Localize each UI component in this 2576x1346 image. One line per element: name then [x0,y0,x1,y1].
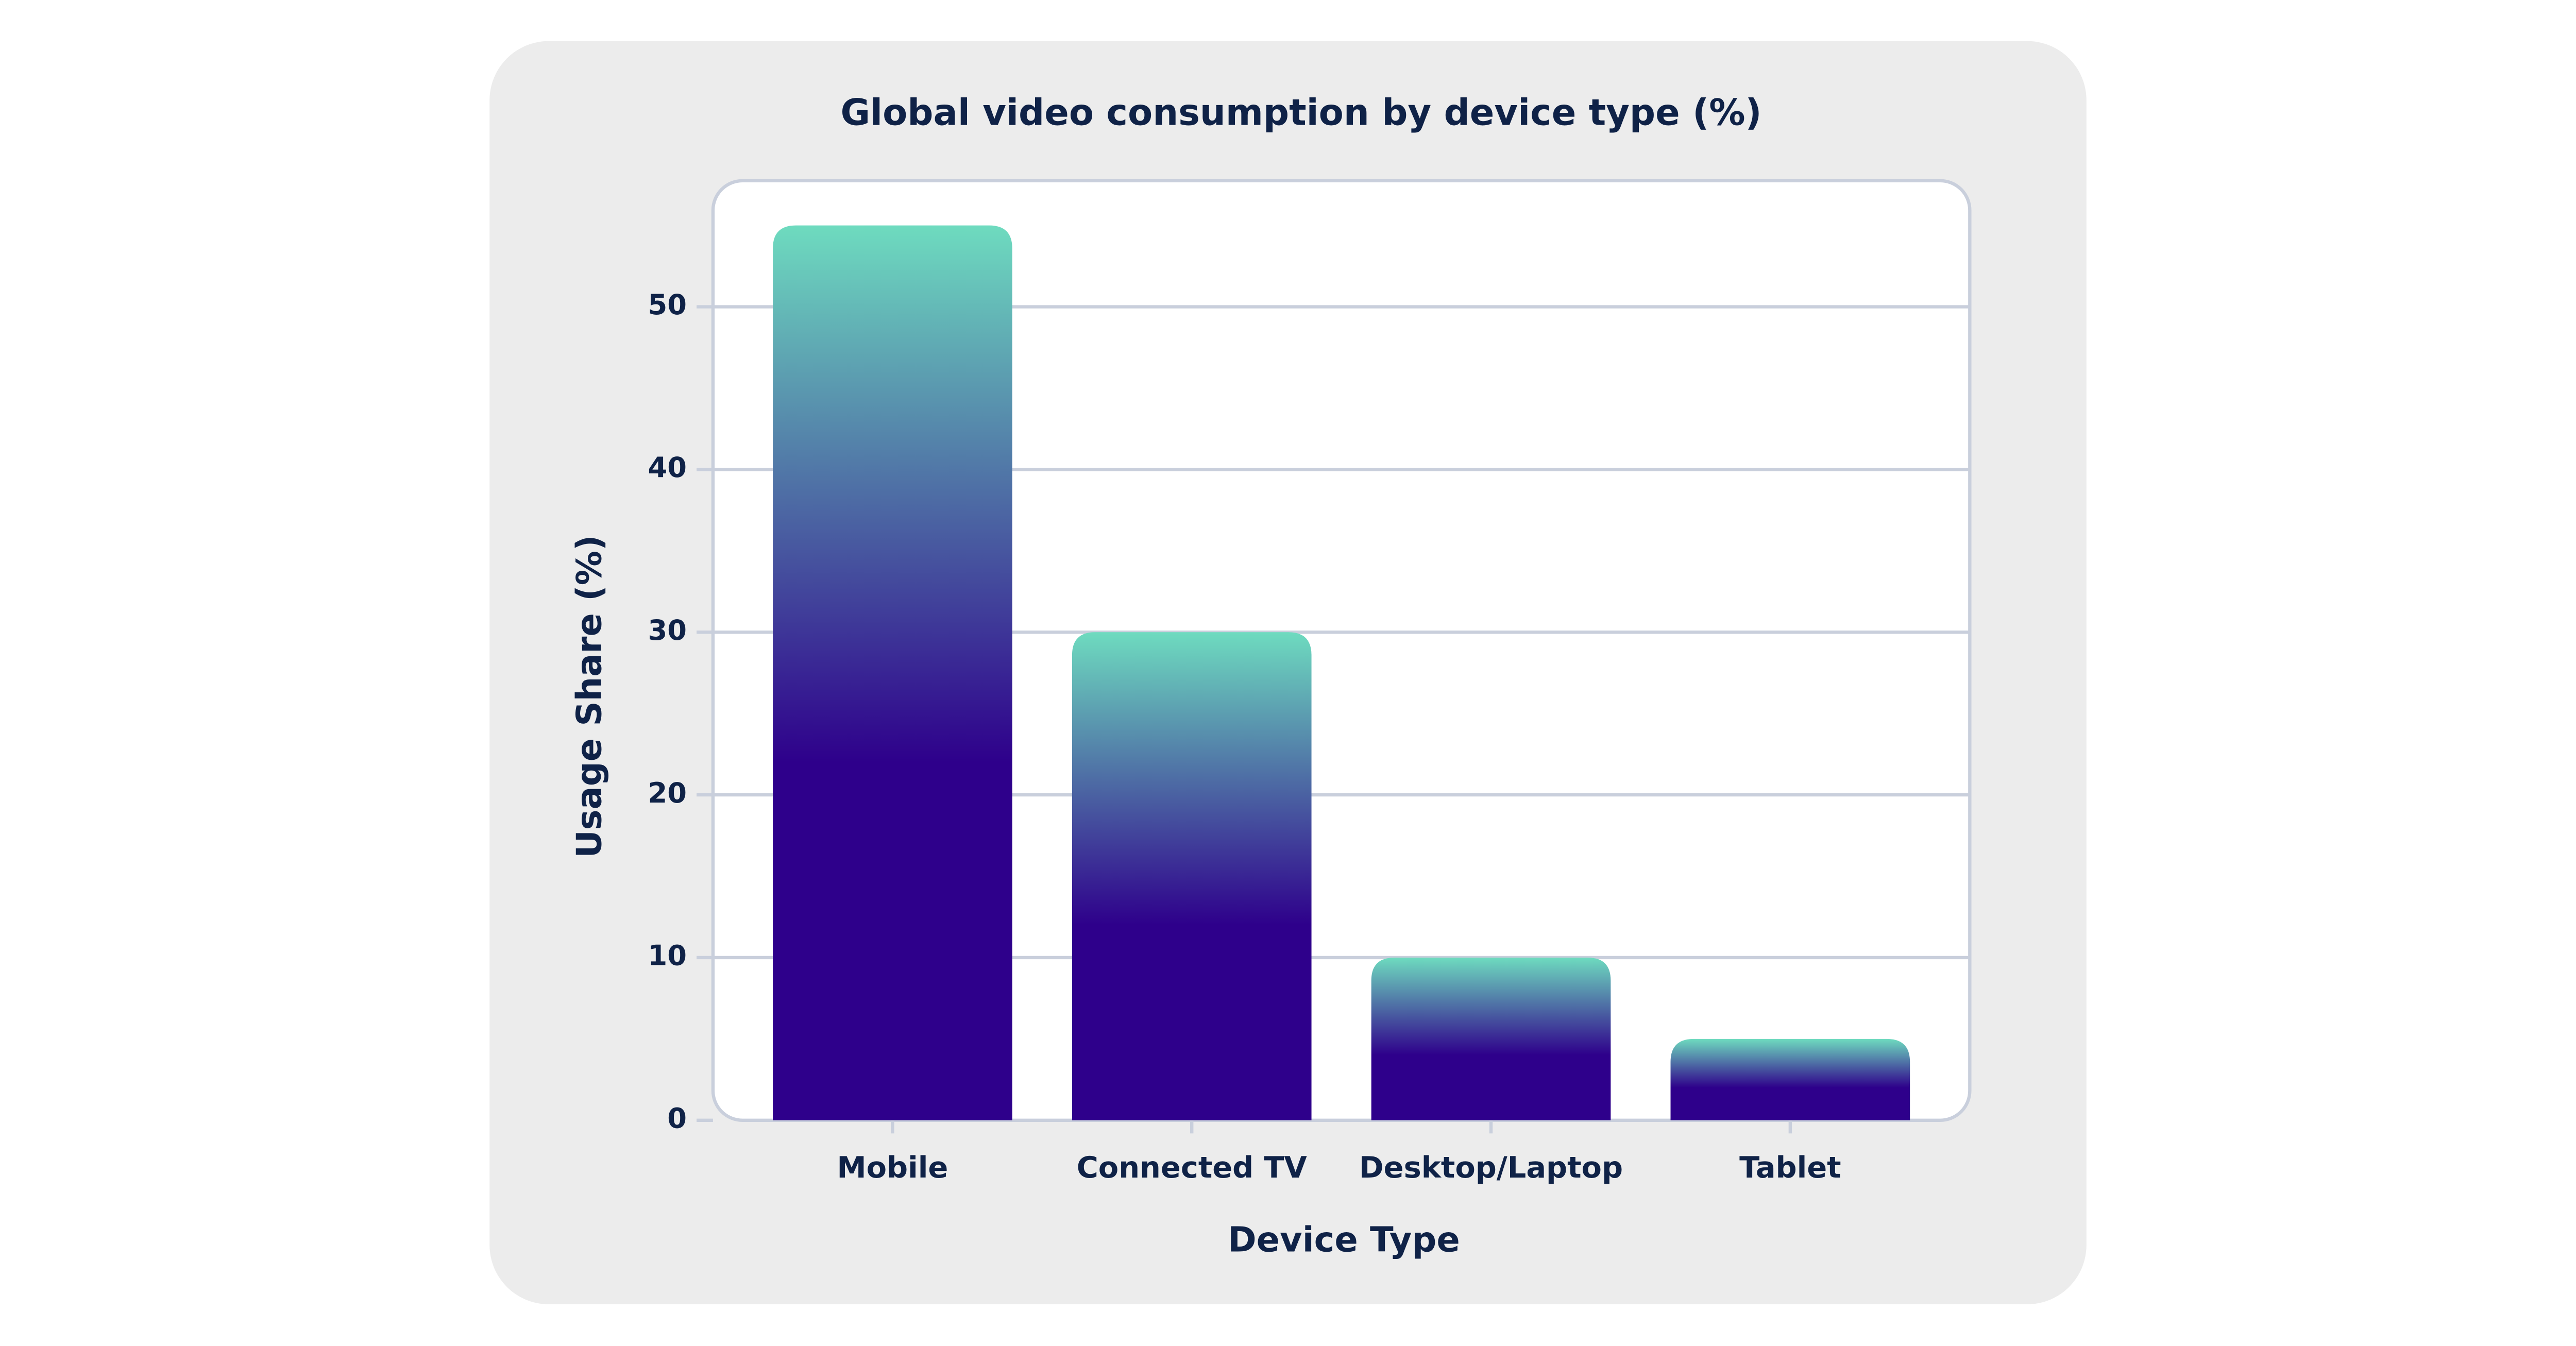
y-tick-label: 30 [648,614,686,646]
bars [773,225,1910,1120]
y-tick-label: 50 [648,288,686,321]
x-tick-label: Desktop/Laptop [1359,1150,1623,1185]
x-tick-label: Connected TV [1077,1150,1308,1185]
x-tick-label: Mobile [837,1150,948,1185]
y-tick-label: 20 [648,777,686,809]
y-tick-label: 40 [648,451,686,484]
bar [1371,957,1611,1120]
x-axis-label: Device Type [1228,1219,1460,1259]
y-tick-label: 10 [648,940,686,972]
plot-area [711,179,1972,1122]
bar [773,225,1012,1120]
x-tick-label: Tablet [1739,1150,1841,1185]
bar [1670,1038,1910,1120]
y-axis-label: Usage Share (%) [569,535,609,858]
chart-title: Global video consumption by device type … [840,91,1761,133]
y-tick-label: 0 [667,1102,687,1134]
bar [1072,632,1312,1120]
